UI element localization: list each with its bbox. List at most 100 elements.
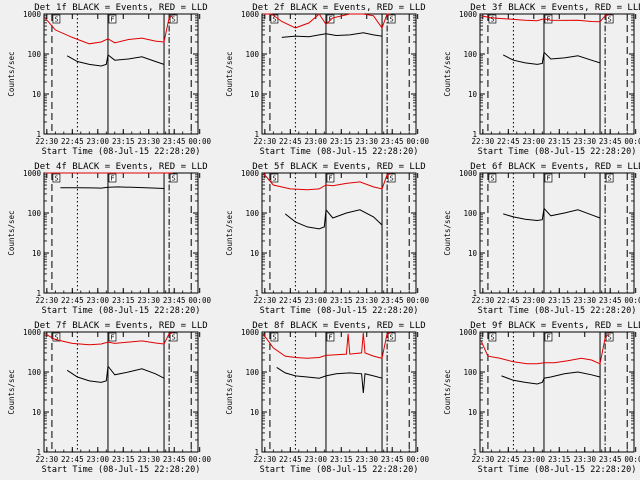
- series-line-events: [284, 208, 383, 230]
- x-tick-label: 00:00: [624, 455, 640, 464]
- flag-label: S: [608, 16, 612, 24]
- series-line-lld: [263, 13, 391, 29]
- flag-box: [169, 173, 178, 183]
- x-tick-label: 00:00: [188, 137, 211, 146]
- flag-box: [488, 173, 497, 183]
- chart-panel-2: Det 2f BLACK = Events, RED = LLD 1 10 100 10…: [225, 3, 429, 157]
- x-axis-label: Start Time (08-Jul-15 22:28:20): [478, 306, 637, 316]
- x-tick-label: 00:00: [188, 296, 211, 305]
- flag-label: S: [608, 175, 612, 183]
- flag-box: [52, 173, 61, 183]
- x-tick-label: 23:45: [163, 296, 186, 305]
- y-tick-label: 10: [468, 249, 478, 258]
- x-tick-label: 22:45: [61, 137, 84, 146]
- x-tick-label: 22:30: [254, 455, 277, 464]
- y-axis-label: Counts/sec: [225, 51, 234, 96]
- flag-label: S: [490, 175, 494, 183]
- flag-label: S: [172, 16, 176, 24]
- x-tick-label: 23:00: [522, 137, 545, 146]
- flag-label: S: [490, 16, 494, 24]
- chart-panel-5: Det 5f BLACK = Events, RED = LLD 1 10 100 10…: [225, 162, 429, 316]
- y-tick-label: 1: [472, 448, 477, 457]
- x-tick-label: 22:30: [254, 137, 277, 146]
- x-axis-label: Start Time (08-Jul-15 22:28:20): [42, 147, 201, 157]
- x-tick-label: 23:00: [304, 137, 327, 146]
- flag-box: [605, 173, 614, 183]
- y-tick-label: 1: [472, 289, 477, 298]
- panel-title: Det 1f BLACK = Events, RED = LLD: [34, 3, 207, 13]
- x-tick-label: 23:30: [137, 296, 160, 305]
- y-tick-label: 100: [27, 368, 41, 377]
- series-line-lld: [262, 332, 391, 359]
- x-axis-label: Start Time (08-Jul-15 22:28:20): [260, 147, 419, 157]
- flag-box: [169, 332, 178, 342]
- x-tick-label: 22:45: [497, 455, 520, 464]
- flag-label: S: [172, 334, 176, 342]
- y-tick-label: 10: [32, 408, 42, 417]
- x-axis-label: Start Time (08-Jul-15 22:28:20): [42, 306, 201, 316]
- flag-label: S: [390, 16, 394, 24]
- panel-title: Det 2f BLACK = Events, RED = LLD: [252, 3, 425, 13]
- x-tick-label: 22:45: [279, 296, 302, 305]
- chart-panel-9: Det 9f BLACK = Events, RED = LLD 1 10 100 10…: [443, 321, 640, 475]
- flag-label: S: [390, 334, 394, 342]
- flag-label: S: [172, 175, 176, 183]
- flag-box: [326, 14, 335, 24]
- y-tick-label: 1000: [459, 328, 478, 337]
- chart-panel-4: Det 4f BLACK = Events, RED = LLD 1 10 100 10…: [7, 162, 211, 316]
- y-tick-label: 10: [468, 408, 478, 417]
- y-tick-label: 10: [32, 249, 42, 258]
- y-tick-label: 1: [254, 130, 259, 139]
- flag-box: [326, 173, 335, 183]
- flag-label: F: [546, 334, 550, 342]
- x-tick-label: 00:00: [406, 296, 429, 305]
- y-tick-label: 1000: [459, 10, 478, 19]
- flag-box: [108, 14, 117, 24]
- flag-box: [108, 173, 117, 183]
- flag-box: [488, 14, 497, 24]
- x-tick-label: 23:45: [163, 455, 186, 464]
- y-tick-label: 100: [463, 50, 477, 59]
- panel-title: Det 5f BLACK = Events, RED = LLD: [252, 162, 425, 172]
- x-tick-label: 23:15: [112, 455, 135, 464]
- chart-panel-3: Det 3f BLACK = Events, RED = LLD 1 10 100 10…: [443, 3, 640, 157]
- flag-box: [52, 332, 61, 342]
- y-tick-label: 10: [250, 249, 260, 258]
- x-tick-label: 23:30: [355, 455, 378, 464]
- plot-frame: [43, 13, 199, 135]
- flag-label: F: [110, 16, 114, 24]
- y-tick-label: 1000: [241, 328, 260, 337]
- x-tick-label: 23:45: [599, 455, 622, 464]
- panel-title: Det 4f BLACK = Events, RED = LLD: [34, 162, 207, 172]
- flag-label: S: [608, 334, 612, 342]
- y-axis-label: Counts/sec: [7, 210, 16, 255]
- y-tick-label: 1: [254, 289, 259, 298]
- x-tick-label: 23:45: [599, 137, 622, 146]
- x-axis-label: Start Time (08-Jul-15 22:28:20): [478, 147, 637, 157]
- flag-label: F: [546, 175, 550, 183]
- x-tick-label: 22:45: [61, 455, 84, 464]
- panel-title: Det 9f BLACK = Events, RED = LLD: [470, 321, 640, 331]
- y-tick-label: 1000: [23, 169, 42, 178]
- x-tick-label: 00:00: [624, 296, 640, 305]
- y-tick-label: 1000: [459, 169, 478, 178]
- flag-label: F: [110, 175, 114, 183]
- flag-box: [108, 332, 117, 342]
- x-tick-label: 23:15: [548, 137, 571, 146]
- x-tick-label: 00:00: [188, 455, 211, 464]
- panel-title: Det 6f BLACK = Events, RED = LLD: [470, 162, 640, 172]
- plot-frame: [261, 172, 417, 294]
- x-tick-label: 23:00: [522, 455, 545, 464]
- series-line-events: [276, 366, 383, 393]
- x-tick-label: 23:30: [573, 296, 596, 305]
- y-tick-label: 100: [27, 50, 41, 59]
- y-tick-label: 100: [245, 209, 259, 218]
- x-tick-label: 22:45: [279, 455, 302, 464]
- flag-box: [387, 332, 396, 342]
- x-tick-label: 00:00: [406, 455, 429, 464]
- x-tick-label: 23:30: [355, 137, 378, 146]
- y-tick-label: 1: [36, 289, 41, 298]
- flag-label: S: [272, 175, 276, 183]
- x-tick-label: 23:30: [355, 296, 378, 305]
- y-tick-label: 100: [245, 50, 259, 59]
